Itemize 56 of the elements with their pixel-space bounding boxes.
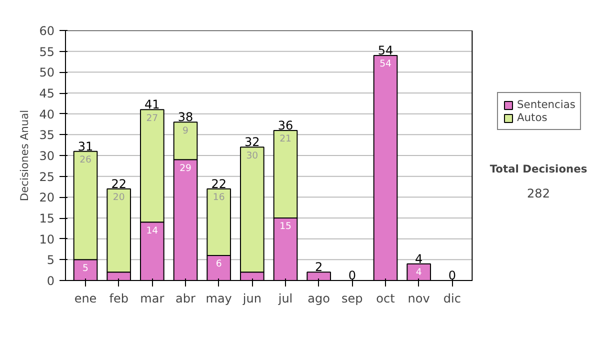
total-label: 41 (144, 98, 160, 112)
total-label: 32 (244, 135, 260, 150)
y-tick-label: 5 (46, 253, 55, 268)
y-tick-label: 15 (39, 212, 55, 226)
total-label: 54 (378, 44, 394, 58)
y-tick-label: 30 (39, 149, 55, 163)
data-label: 14 (146, 225, 158, 236)
total-label: 38 (178, 110, 194, 124)
x-tick-label: sep (342, 292, 363, 306)
x-tick-label: nov (408, 292, 430, 306)
total-label: 4 (415, 252, 423, 266)
y-tick-label: 45 (39, 86, 55, 100)
total-label: 2 (315, 260, 323, 274)
x-tick-label: abr (176, 292, 196, 306)
text: Total Decisiones (490, 162, 588, 176)
total-label: 0 (348, 268, 356, 282)
y-tick-label: 60 (39, 24, 55, 38)
data-label: 4 (416, 267, 422, 278)
x-tick-label: feb (109, 292, 128, 306)
x-tick-label: mar (140, 292, 164, 306)
x-tick-label: jul (277, 292, 293, 306)
total-label: 22 (111, 176, 126, 191)
x-tick-label: jun (242, 292, 262, 306)
total-label: 22 (211, 176, 226, 191)
y-tick-label: 20 (39, 190, 55, 205)
y-tick-label: 25 (39, 170, 55, 184)
y-tick-label: 50 (39, 66, 55, 80)
legend-label: Autos (517, 111, 548, 124)
total-label: 36 (278, 118, 294, 132)
data-label: 27 (146, 112, 158, 124)
x-tick-label: may (206, 292, 232, 306)
y-tick-label: 55 (39, 44, 55, 59)
y-tick-label: 40 (39, 107, 55, 122)
y-tick-label: 10 (39, 232, 55, 246)
x-tick-label: ago (308, 292, 330, 306)
data-label: 6 (216, 258, 222, 270)
data-label: 21 (280, 134, 292, 145)
data-label: 29 (180, 162, 192, 174)
y-axis-title: Decisiones Anual (18, 110, 32, 202)
x-tick-label: oct (376, 292, 396, 306)
x-tick-label: ene (74, 292, 97, 306)
data-label: 26 (80, 154, 92, 166)
legend-label: Sentencias (517, 98, 576, 111)
total-label: 0 (448, 268, 456, 282)
data-label: 9 (182, 125, 189, 136)
data-label: 15 (280, 221, 292, 232)
data-label: 30 (246, 150, 258, 162)
y-tick-label: 0 (46, 274, 55, 288)
data-label: 20 (112, 192, 125, 203)
data-label: 16 (212, 192, 225, 203)
data-label: 5 (82, 262, 89, 274)
y-tick-label: 35 (39, 128, 55, 142)
text: 282 (527, 186, 550, 200)
x-tick-label: dic (443, 292, 461, 306)
data-label: 54 (380, 58, 392, 70)
total-label: 31 (78, 139, 94, 154)
